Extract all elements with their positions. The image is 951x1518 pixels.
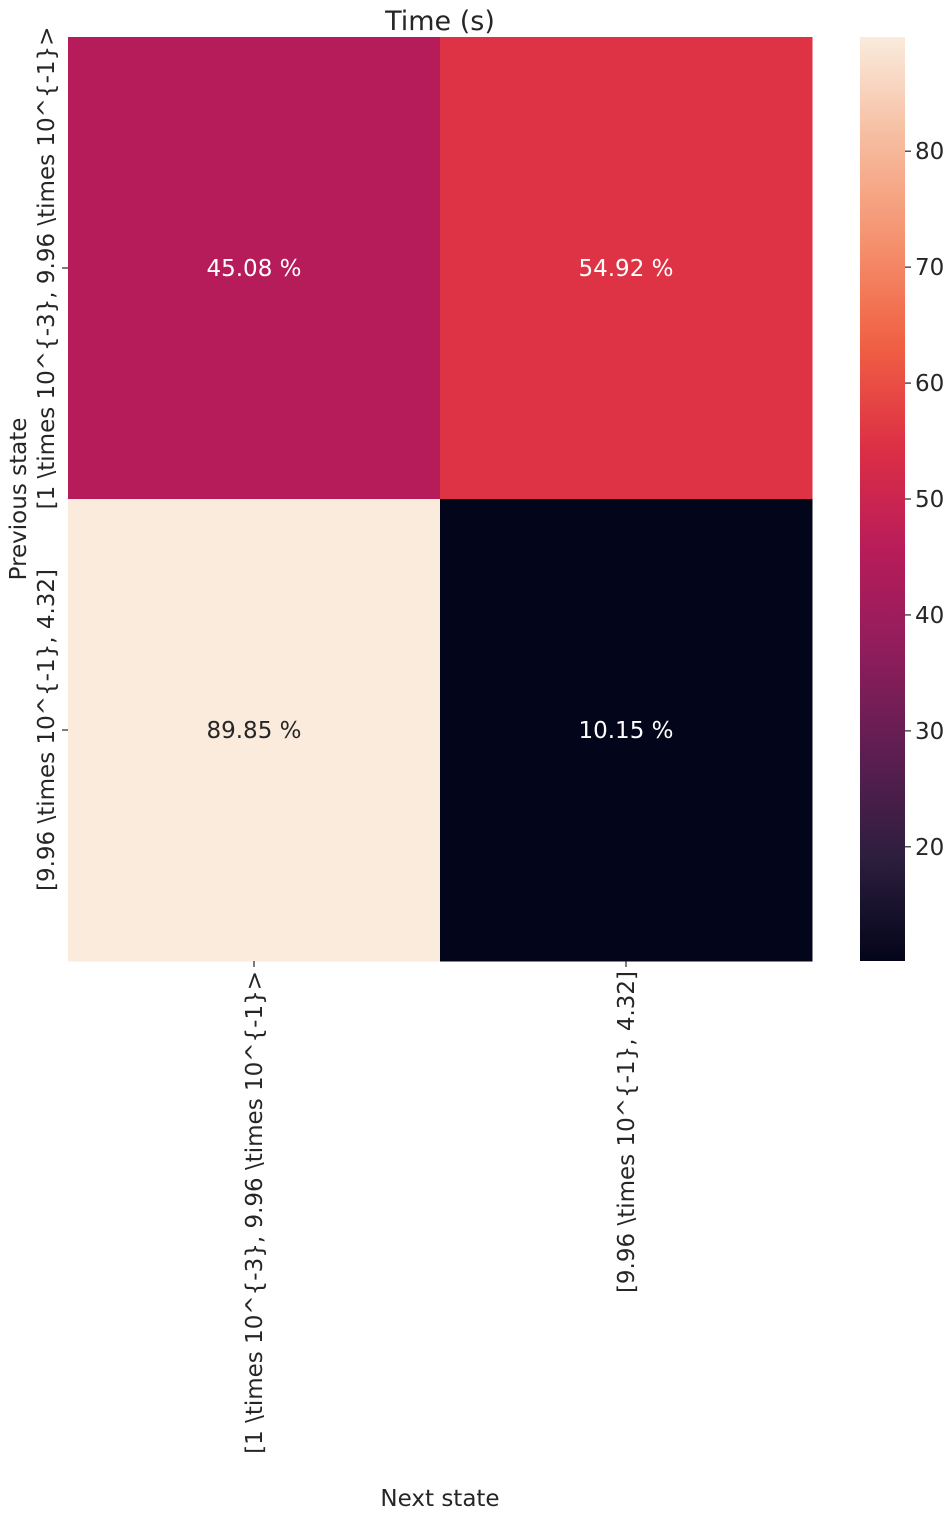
colorbar-tick-label: 50: [915, 487, 944, 513]
heatmap-cell: [440, 37, 813, 500]
x-axis-ticks: [1 \times 10^{-3}, 9.96 \times 10^{-1}> […: [242, 961, 640, 1454]
cell-value-label: 89.85 %: [206, 718, 301, 744]
heatmap-cell-labels: 45.08 % 54.92 % 89.85 % 10.15 %: [206, 256, 673, 744]
y-tick-label: [1 \times 10^{-3}, 9.96 \times 10^{-1}>: [34, 27, 60, 510]
x-tick-label: [1 \times 10^{-3}, 9.96 \times 10^{-1}>: [242, 971, 268, 1454]
heatmap-cell: [440, 499, 813, 962]
colorbar-tick-label: 60: [915, 371, 944, 397]
heatmap-cell: [68, 37, 441, 500]
y-axis-label: Previous state: [6, 418, 32, 581]
heatmap-cell: [68, 499, 441, 962]
colorbar: 20 30 40 50 60 70 80: [860, 37, 944, 961]
cell-value-label: 54.92 %: [578, 256, 673, 282]
colorbar-tick-label: 30: [915, 719, 944, 745]
colorbar-gradient: [860, 37, 905, 961]
x-tick-label: [9.96 \times 10^{-1}, 4.32]: [614, 971, 640, 1293]
cell-value-label: 45.08 %: [206, 256, 301, 282]
colorbar-tick-label: 80: [915, 139, 944, 165]
chart-title: Time (s): [384, 6, 495, 37]
y-tick-label: [9.96 \times 10^{-1}, 4.32]: [34, 569, 60, 891]
y-axis-ticks: [1 \times 10^{-3}, 9.96 \times 10^{-1}> […: [34, 27, 68, 891]
colorbar-tick-label: 40: [915, 603, 944, 629]
heatmap-cells: [68, 37, 813, 962]
colorbar-tick-label: 70: [915, 255, 944, 281]
cell-value-label: 10.15 %: [578, 718, 673, 744]
colorbar-tick-label: 20: [915, 835, 944, 861]
x-axis-label: Next state: [380, 1486, 499, 1512]
